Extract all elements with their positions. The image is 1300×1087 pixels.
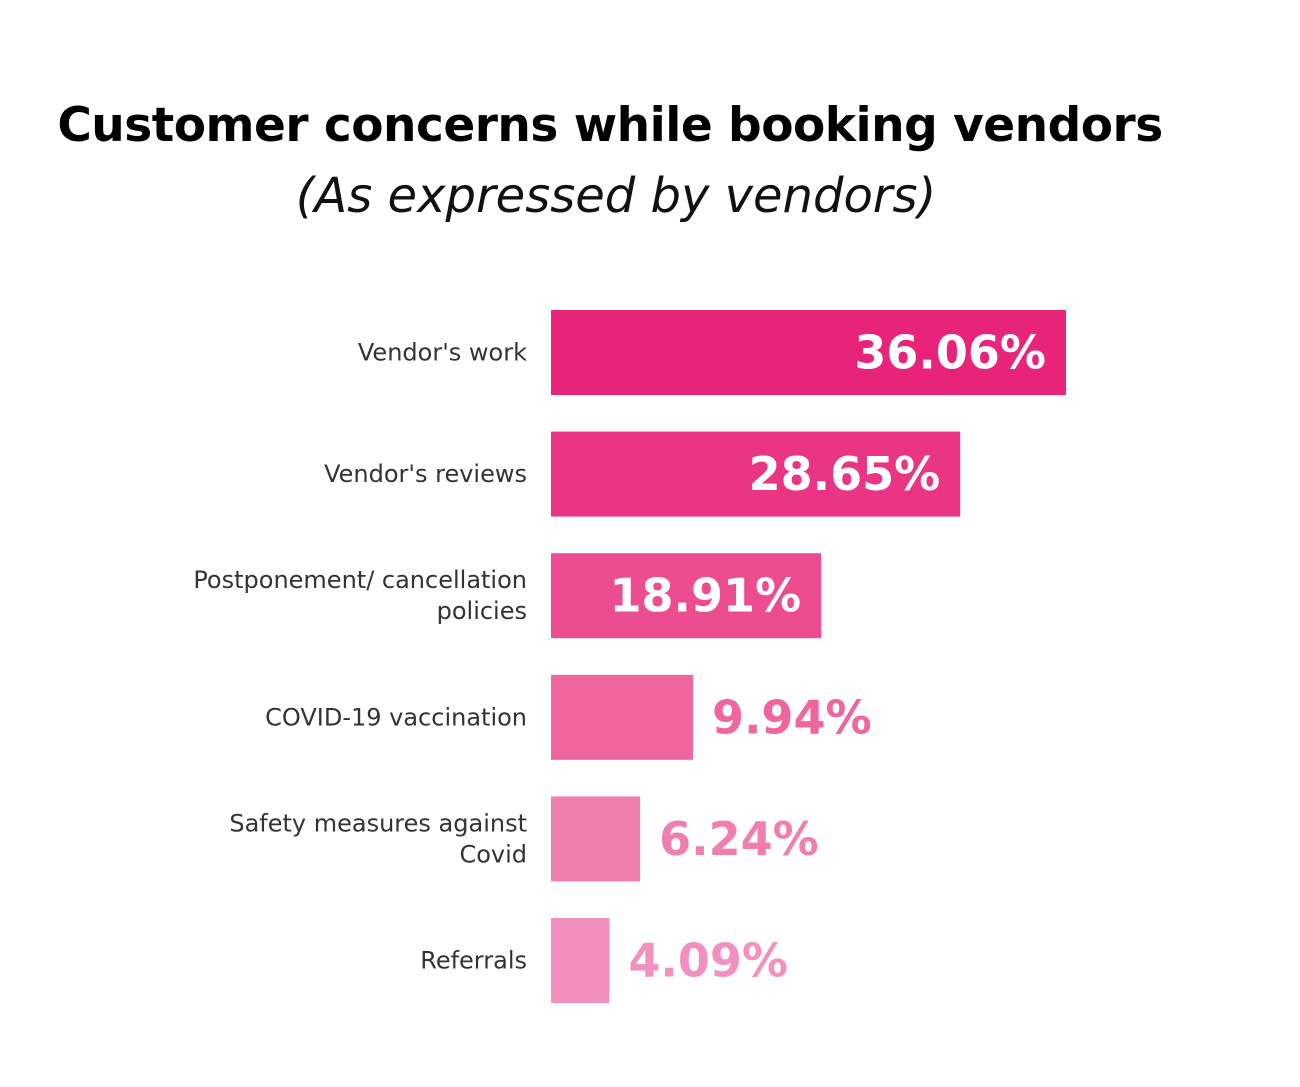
category-label-5: Referrals [420, 947, 527, 975]
value-label-4: 6.24% [659, 812, 819, 866]
category-label-line: Vendor's work [358, 339, 527, 367]
category-label-2: Postponement/ cancellation policies [193, 566, 527, 625]
bar-2 [551, 553, 822, 639]
bar-0 [551, 310, 1066, 395]
bar-5 [551, 918, 610, 1003]
category-label-line: policies [437, 597, 527, 625]
category-label-3: COVID-19 vaccination [265, 703, 527, 731]
value-label-3: 9.94% [712, 690, 872, 744]
category-label-line: COVID-19 vaccination [265, 703, 527, 731]
category-label-line: Postponement/ cancellation [193, 566, 527, 594]
category-label-line: Safety measures against [229, 809, 527, 837]
value-label-2: 18.91% [609, 569, 801, 623]
value-label-5: 4.09% [628, 934, 788, 988]
category-label-line: Vendor's reviews [324, 460, 527, 488]
category-label-0: Vendor's work [358, 339, 527, 367]
bar-1 [551, 431, 961, 517]
category-label-1: Vendor's reviews [324, 460, 527, 488]
value-label-0: 36.06% [854, 326, 1046, 380]
category-label-line: Covid [459, 840, 527, 868]
category-label-line: Referrals [420, 947, 527, 975]
chart-title: Customer concerns while booking vendors [57, 98, 1163, 153]
value-label-1: 28.65% [749, 447, 941, 501]
category-label-4: Safety measures against Covid [229, 809, 527, 868]
bar-4 [551, 796, 641, 882]
chart-subtitle: (As expressed by vendors) [295, 168, 937, 224]
bar-3 [551, 674, 693, 760]
